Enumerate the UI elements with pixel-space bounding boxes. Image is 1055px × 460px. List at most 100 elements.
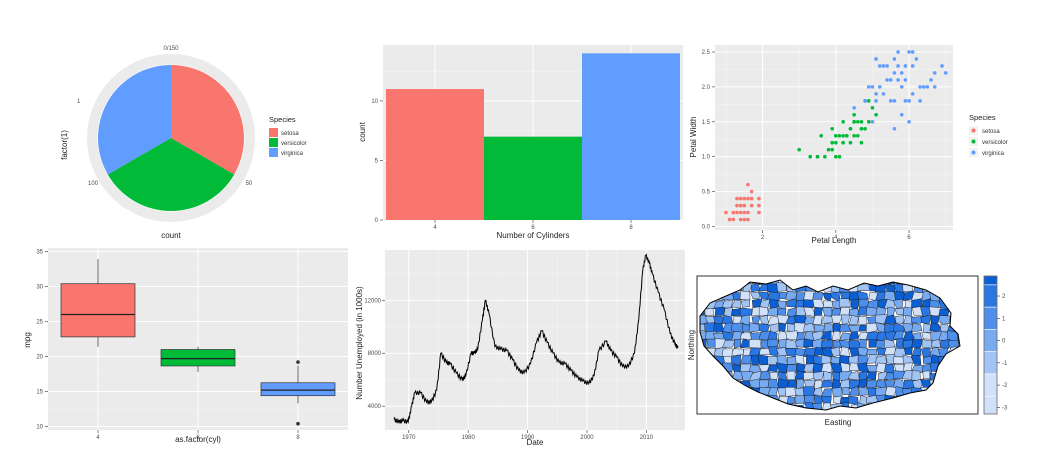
map-region: [813, 307, 823, 317]
scatter-point-virginica: [940, 64, 944, 68]
line-gridlines: [385, 250, 685, 430]
line-y-tick-label: 12000: [364, 298, 381, 304]
map-region: [740, 299, 751, 308]
scatter-legend-label-virginica: virginica: [982, 151, 1005, 157]
scatter-point-virginica: [863, 99, 867, 103]
scatter-point-virginica: [885, 78, 889, 82]
scatter-point-virginica: [903, 78, 908, 82]
scatter-point-virginica: [903, 99, 908, 103]
map-region: [841, 314, 851, 325]
scatter-legend: setosa versicolor virginica: [969, 126, 1008, 157]
line-y-axis-title: Number Unemployed (in 1000s): [355, 286, 364, 400]
map-region: [911, 370, 921, 381]
map-region: [903, 347, 913, 355]
pie-legend-key-setosa: [269, 128, 278, 137]
box-x-axis-title: as.factor(cyl): [175, 435, 221, 444]
map-region: [910, 355, 922, 365]
scatter-point-versicolor: [852, 119, 856, 124]
box-y-tick-label: 10: [36, 425, 43, 431]
scatter-point-setosa: [731, 217, 736, 222]
scatter-point-versicolor: [845, 133, 849, 138]
scatter-point-setosa: [757, 203, 761, 208]
scatter-point-versicolor: [834, 154, 838, 159]
scatter-point-virginica: [914, 57, 919, 61]
scatter-point-setosa: [735, 203, 739, 208]
map-color-key: 2 1 0 -1 -2 -3: [983, 275, 1008, 415]
scatter-point-virginica: [921, 85, 926, 89]
scatter-point-versicolor: [815, 154, 820, 159]
line-x-tick-label: 1990: [521, 435, 535, 441]
map-x-axis-title: Easting: [825, 418, 852, 427]
map-region: [803, 372, 816, 381]
bar-y-tick-label: 0: [375, 218, 379, 224]
scatter-axis-ticks: 0.0 0.5 1.0 1.5 2.0 2.5 2 4 6: [702, 50, 912, 241]
scatter-point-versicolor: [841, 140, 845, 145]
line-chart: 4000 8000 12000 1970 1980 1990 2000 2010 Date N…: [355, 250, 685, 447]
map-region: [865, 322, 878, 334]
scatter-point-virginica: [899, 71, 904, 75]
scatter-point-setosa: [724, 210, 728, 215]
map-region: [731, 354, 742, 366]
map-region: [921, 347, 932, 358]
scatter-point-versicolor: [848, 140, 853, 145]
map-region: [895, 338, 904, 349]
scatter-point-virginica: [907, 119, 911, 124]
scatter-point-virginica: [910, 64, 915, 68]
scatter-point-virginica: [892, 126, 897, 131]
map-region: [841, 387, 851, 395]
pie-legend-label-setosa: setosa: [281, 131, 299, 137]
map-region: [820, 339, 833, 349]
bar-4: [386, 89, 484, 220]
scatter-point-setosa: [738, 217, 743, 222]
map-region: [886, 306, 896, 318]
map-region: [920, 314, 933, 325]
map-region: [911, 322, 923, 333]
scatter-point-virginica: [918, 99, 922, 103]
map-region: [787, 396, 795, 405]
map-region: [775, 362, 789, 374]
map-region: [821, 346, 833, 357]
scatter-point-setosa: [746, 210, 750, 215]
scatter-point-virginica: [943, 71, 948, 75]
scatter-plot: 0.0 0.5 1.0 1.5 2.0 2.5 2 4 6 Petal Length Petal…: [689, 45, 1008, 245]
pie-legend-title: Species: [269, 115, 296, 124]
map-region: [794, 395, 805, 404]
map-color-key-band: [983, 373, 998, 397]
scatter-point-setosa: [757, 196, 761, 201]
scatter-point-setosa: [757, 210, 761, 215]
scatter-point-setosa: [749, 203, 754, 208]
line-x-tick-label: 2010: [640, 435, 654, 441]
map-region: [777, 308, 787, 317]
pie-legend-key-virginica: [269, 148, 278, 157]
pie-chart-panel: 0/150 50 100 count factor(1) 1 Species set…: [55, 40, 345, 240]
map-region: [758, 306, 770, 316]
scatter-y-tick-label: 2.0: [702, 85, 711, 91]
scatter-point-versicolor: [859, 119, 864, 124]
scatter-point-virginica: [932, 71, 937, 75]
scatter-point-versicolor: [819, 133, 823, 138]
map-region: [857, 306, 869, 316]
map-region: [731, 291, 743, 301]
scatter-point-setosa: [727, 217, 732, 222]
map-region: [857, 332, 869, 341]
box-y-tick-label: 30: [36, 285, 43, 291]
scatter-legend-label-setosa: setosa: [982, 129, 1000, 135]
scatter-point-versicolor: [830, 140, 834, 145]
box-8: [260, 382, 336, 397]
scatter-point-virginica: [852, 106, 856, 110]
scatter-point-versicolor: [841, 119, 845, 124]
map-region: [739, 290, 751, 301]
scatter-legend-key-versicolor: [971, 139, 976, 144]
box-outlier-point: [296, 360, 300, 364]
pie-radial-tick-label: 50: [246, 181, 253, 187]
map-region: [866, 348, 878, 356]
pie-legend-label-virginica: virginica: [281, 151, 304, 157]
scatter-point-virginica: [874, 57, 878, 61]
map-region: [921, 339, 933, 349]
map-region: [722, 348, 735, 358]
map-region: [857, 378, 868, 389]
pie-slices: [98, 65, 244, 211]
choropleth-map: Easting Northing 2 1 0 -1 -2 -3: [688, 275, 1008, 427]
map-color-key-label: -1: [1002, 361, 1008, 367]
bar-bars: [386, 53, 680, 221]
